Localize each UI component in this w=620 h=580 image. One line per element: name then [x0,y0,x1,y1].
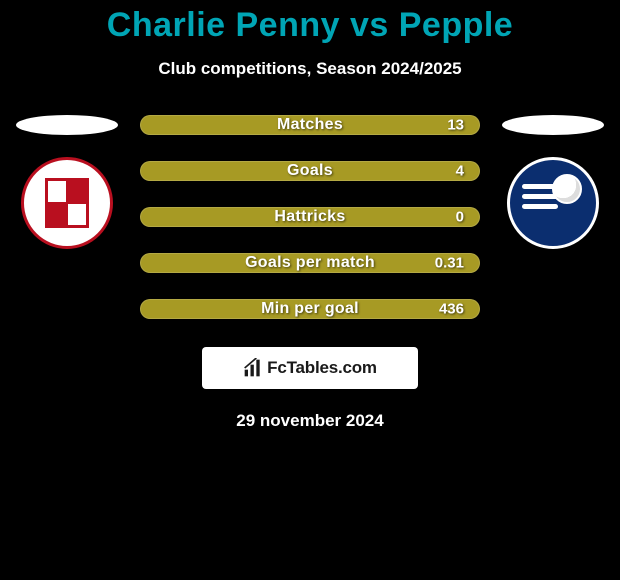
stat-label: Goals [287,162,333,180]
stat-bar-goals-per-match: Goals per match 0.31 [140,253,480,273]
player-right-silhouette [502,115,604,135]
stat-label: Hattricks [274,208,345,226]
club-badge-right [507,157,599,249]
shield-icon [45,178,89,228]
stat-bar-matches: Matches 13 [140,115,480,135]
main-row: Matches 13 Goals 4 Hattricks 0 Goals per… [0,115,620,319]
page-title: Charlie Penny vs Pepple [0,6,620,45]
subtitle: Club competitions, Season 2024/2025 [0,59,620,79]
stat-value: 4 [456,163,464,180]
brand-box[interactable]: FcTables.com [202,347,418,389]
stat-label: Min per goal [261,300,359,318]
comparison-card: Charlie Penny vs Pepple Club competition… [0,0,620,431]
brand-text: FcTables.com [267,358,377,378]
stat-label: Goals per match [245,254,375,272]
stats-list: Matches 13 Goals 4 Hattricks 0 Goals per… [140,115,480,319]
stat-value: 13 [447,117,464,134]
stat-value: 0 [456,209,464,226]
football-icon [552,174,582,204]
stat-label: Matches [277,116,343,134]
stat-bar-hattricks: Hattricks 0 [140,207,480,227]
date-text: 29 november 2024 [0,411,620,431]
player-left-column [12,115,122,249]
stat-bar-min-per-goal: Min per goal 436 [140,299,480,319]
stat-value: 0.31 [435,255,464,272]
stat-value: 436 [439,301,464,318]
player-left-silhouette [16,115,118,135]
bar-chart-icon [243,358,263,378]
player-right-column [498,115,608,249]
club-badge-left [21,157,113,249]
stat-bar-goals: Goals 4 [140,161,480,181]
